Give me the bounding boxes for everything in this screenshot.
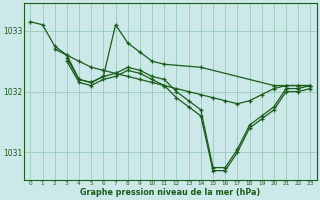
X-axis label: Graphe pression niveau de la mer (hPa): Graphe pression niveau de la mer (hPa) (80, 188, 260, 197)
